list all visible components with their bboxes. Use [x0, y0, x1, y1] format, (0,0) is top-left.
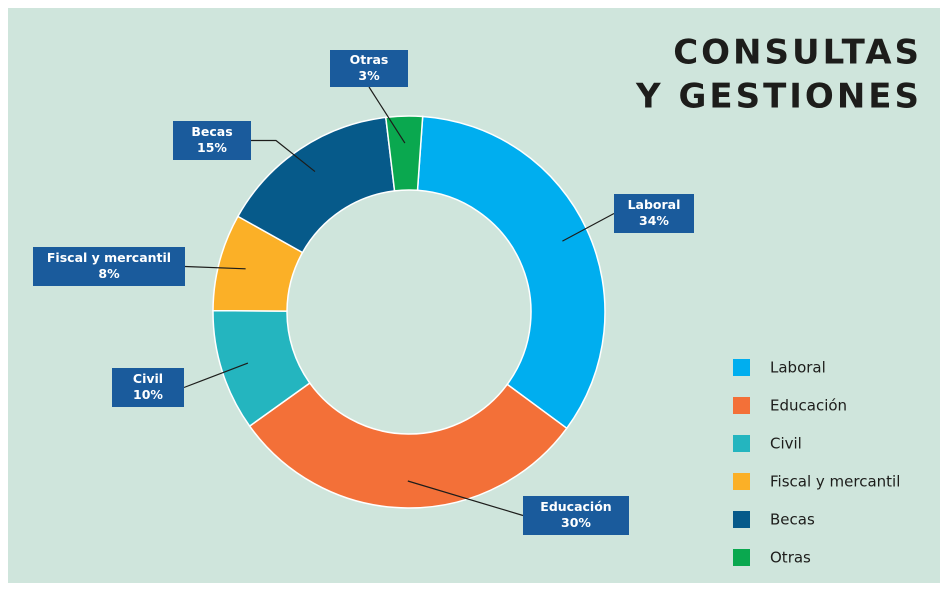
- donut-slice: [416, 115, 606, 430]
- label-box: [523, 496, 629, 535]
- leader-line: [562, 212, 615, 242]
- slice-value: 3%: [358, 68, 380, 83]
- legend-label: Educación: [770, 397, 847, 415]
- leader-line: [184, 265, 246, 270]
- slice-value: 8%: [98, 266, 120, 281]
- legend-swatch: [733, 473, 750, 490]
- slice-label: Educación: [540, 499, 611, 514]
- leader-line: [251, 139, 316, 173]
- slice-value: 15%: [197, 140, 227, 155]
- label-box: [173, 121, 251, 160]
- legend-swatch: [733, 397, 750, 414]
- chart-title: CONSULTAS: [673, 33, 922, 73]
- legend-swatch: [733, 511, 750, 528]
- chart-title: Y GESTIONES: [635, 77, 922, 117]
- label-box: [330, 50, 408, 87]
- slice-label: Civil: [133, 371, 163, 386]
- slice-label: Fiscal y mercantil: [47, 250, 171, 265]
- leader-line: [183, 362, 249, 389]
- donut-slice: [384, 115, 424, 192]
- leader-line: [368, 86, 406, 144]
- slice-value: 34%: [639, 213, 669, 228]
- legend-swatch: [733, 549, 750, 566]
- legend-swatch: [733, 435, 750, 452]
- slice-label: Laboral: [628, 197, 681, 212]
- label-box: [112, 368, 184, 407]
- donut-slice: [248, 381, 568, 509]
- slice-label: Becas: [191, 124, 232, 139]
- legend-swatch: [733, 359, 750, 376]
- legend-label: Civil: [770, 435, 802, 453]
- slice-value: 10%: [133, 387, 163, 402]
- label-box: [614, 194, 694, 233]
- legend-label: Otras: [770, 549, 811, 567]
- legend-label: Laboral: [770, 359, 826, 377]
- label-box: [33, 247, 185, 286]
- slice-label: Otras: [350, 52, 389, 67]
- legend-label: Fiscal y mercantil: [770, 473, 900, 491]
- slice-value: 30%: [561, 515, 591, 530]
- legend-label: Becas: [770, 511, 815, 529]
- leader-line: [407, 480, 524, 517]
